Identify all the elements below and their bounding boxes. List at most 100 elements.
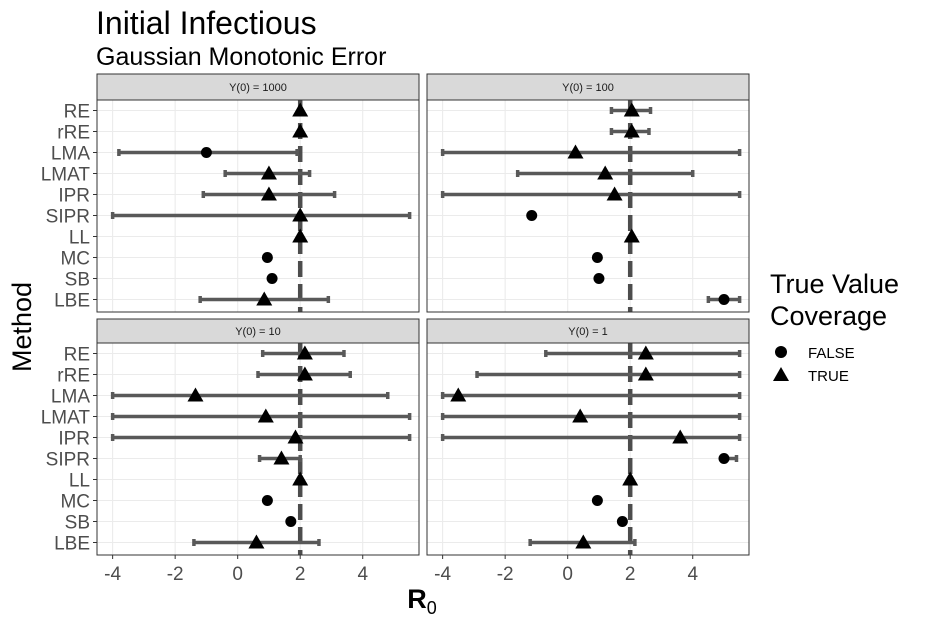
legend-title-line1: True Value <box>770 269 899 299</box>
point-triangle <box>296 345 313 360</box>
point-triangle <box>260 165 277 180</box>
panel-background <box>97 343 419 555</box>
panel-3: Y(0) = 1 <box>426 318 750 556</box>
estimate-sipr <box>110 207 412 222</box>
y-tick-label: IPR <box>58 429 90 450</box>
x-tick-label: -2 <box>167 564 184 585</box>
estimate-rre <box>256 366 352 381</box>
y-tick-label: LMA <box>51 144 90 165</box>
point-triangle <box>597 165 614 180</box>
y-tick-label: LMAT <box>41 408 91 429</box>
x-axes: -4 -2 0 2 4 -4 -2 0 2 4 <box>104 555 698 585</box>
y-axis-title: Method <box>7 282 37 372</box>
estimate-rre <box>292 123 309 138</box>
point-triangle <box>256 291 273 306</box>
y-tick-label: SB <box>65 513 90 534</box>
panel-strip-label: Y(0) = 10 <box>235 326 281 338</box>
y-tick-label: rRE <box>57 366 90 387</box>
point-triangle <box>187 387 204 402</box>
estimate-rre <box>475 366 742 381</box>
estimate-ipr <box>440 186 742 201</box>
point-triangle <box>637 366 654 381</box>
estimate-sb <box>593 273 605 284</box>
y-tick-label: SIPR <box>46 450 90 471</box>
estimate-lbe <box>706 294 742 305</box>
point-triangle <box>567 144 584 159</box>
estimate-sb <box>616 516 628 527</box>
panel-strip <box>426 318 750 344</box>
estimate-lbe <box>528 534 637 549</box>
estimate-rre <box>609 123 651 138</box>
point-triangle <box>248 534 265 549</box>
y-tick-label: LMAT <box>41 165 91 186</box>
legend-key-true-triangle <box>773 367 789 381</box>
point-triangle <box>450 387 467 402</box>
x-axis-title-subscript: 0 <box>427 598 437 618</box>
point-circle <box>266 273 278 284</box>
estimate-ipr <box>201 186 337 201</box>
point-triangle <box>292 471 309 486</box>
point-triangle <box>622 471 639 486</box>
point-circle <box>718 453 730 464</box>
point-circle <box>526 210 538 221</box>
y-tick-label: LL <box>69 471 90 492</box>
point-triangle <box>623 102 640 117</box>
panel-background <box>427 100 749 312</box>
estimate-sipr <box>526 210 538 221</box>
estimate-lbe <box>192 534 321 549</box>
y-tick-label: SB <box>65 270 90 291</box>
legend-title-line2: Coverage <box>770 301 887 331</box>
x-axis-title: R0 <box>407 584 437 618</box>
point-triangle <box>296 366 313 381</box>
point-triangle <box>637 345 654 360</box>
x-tick-label: -4 <box>104 564 121 585</box>
estimate-re <box>260 345 346 360</box>
estimate-ll <box>622 471 639 486</box>
estimate-sb <box>285 516 297 527</box>
estimate-ipr <box>110 429 412 444</box>
chart-subtitle: Gaussian Monotonic Error <box>96 43 386 71</box>
panel-border <box>96 342 420 556</box>
estimate-lbe <box>198 291 331 306</box>
y-tick-label: IPR <box>58 186 90 207</box>
estimate-mc <box>591 495 603 506</box>
point-triangle <box>292 207 309 222</box>
point-triangle <box>260 186 277 201</box>
legend: True Value Coverage FALSE TRUE <box>770 269 899 385</box>
panel-0: Y(0) = 1000 <box>96 73 420 313</box>
estimate-ll <box>292 228 309 243</box>
estimate-mc <box>591 252 603 263</box>
estimate-lmat <box>515 165 695 180</box>
estimate-mc <box>261 252 273 263</box>
point-triangle <box>287 429 304 444</box>
panel-background <box>97 100 419 312</box>
panel-strip-label: Y(0) = 100 <box>562 82 614 94</box>
estimate-mc <box>261 495 273 506</box>
point-triangle <box>572 408 589 423</box>
point-circle <box>261 252 273 263</box>
y-tick-label: SIPR <box>46 207 90 228</box>
y-axes: RErRELMALMATIPRSIPRLLMCSBLBERErRELMALMAT… <box>41 102 97 555</box>
y-tick-label: MC <box>60 249 90 270</box>
legend-label-false: FALSE <box>808 345 855 362</box>
x-tick-label: 4 <box>357 564 368 585</box>
estimate-sb <box>266 273 278 284</box>
y-tick-label: MC <box>60 492 90 513</box>
point-circle <box>616 516 628 527</box>
x-tick-label: 2 <box>625 564 636 585</box>
x-tick-label: -4 <box>434 564 451 585</box>
panel-1: Y(0) = 100 <box>426 73 750 313</box>
estimate-sipr <box>257 450 302 465</box>
x-tick-label: -2 <box>497 564 514 585</box>
panel-strip-label: Y(0) = 1000 <box>229 82 287 94</box>
point-circle <box>591 495 603 506</box>
estimate-ll <box>623 228 640 243</box>
facet-panels: Y(0) = 1000 Y(0) = 100 Y(0) = 10 Y(0) = 1 <box>96 73 750 556</box>
x-tick-label: 4 <box>687 564 698 585</box>
panel-strip-label: Y(0) = 1 <box>568 326 607 338</box>
estimate-lmat <box>440 408 742 423</box>
point-circle <box>200 147 212 158</box>
point-triangle <box>672 429 689 444</box>
panel-background <box>427 343 749 555</box>
x-tick-label: 0 <box>562 564 573 585</box>
